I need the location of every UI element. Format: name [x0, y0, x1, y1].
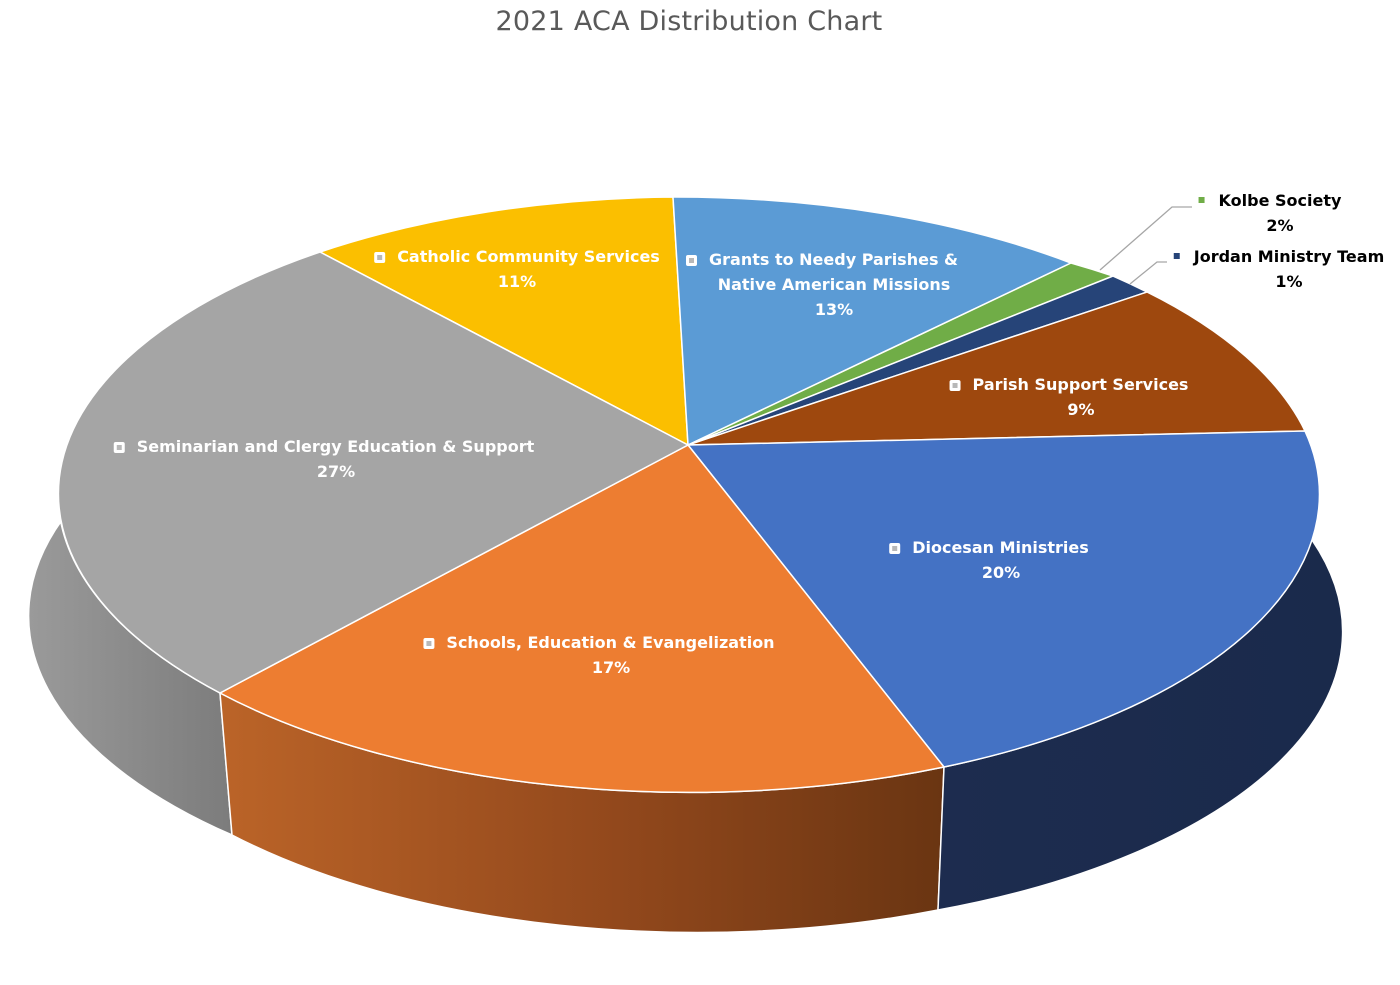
label-percent: 2% — [1266, 216, 1294, 235]
label-schools-education-evangelization: Schools, Education & Evangelization 17% — [423, 630, 775, 680]
legend-key-icon — [1198, 197, 1205, 203]
label-seminarian-clergy: Seminarian and Clergy Education & Suppor… — [113, 434, 535, 484]
legend-key-icon — [374, 252, 386, 263]
leader-line-jordan — [1129, 261, 1167, 285]
label-grants-needy-parishes: Grants to Needy Parishes & Native Americ… — [686, 247, 958, 322]
leader-line-kolbe — [1099, 206, 1192, 271]
legend-key-icon — [889, 543, 901, 554]
chart-title: 2021 ACA Distribution Chart — [495, 6, 883, 37]
label-percent: 9% — [1067, 400, 1095, 419]
legend-key-icon — [423, 638, 435, 649]
label-name-line2: Native American Missions — [717, 275, 951, 294]
label-name: Schools, Education & Evangelization — [446, 633, 775, 652]
label-catholic-community-services: Catholic Community Services 11% — [374, 244, 660, 294]
label-percent: 27% — [316, 462, 356, 481]
label-percent: 20% — [981, 563, 1021, 582]
slice-catholic-community-services[interactable] — [318, 196, 689, 447]
label-percent: 17% — [591, 658, 631, 677]
slice-grants-needy-parishes[interactable] — [672, 196, 1073, 447]
slice-schools-education-evangelization[interactable] — [218, 444, 946, 794]
label-parish-support-services: Parish Support Services 9% — [949, 372, 1189, 422]
label-diocesan-ministries: Diocesan Ministries 20% — [889, 535, 1089, 585]
label-percent: 13% — [814, 300, 854, 319]
slice-parish-support-services[interactable] — [687, 291, 1307, 446]
legend-key-icon — [949, 380, 961, 391]
legend-key-icon — [1173, 253, 1180, 259]
legend-key-icon — [113, 442, 125, 453]
label-kolbe-society: Kolbe Society 2% — [1198, 188, 1342, 238]
label-percent: 1% — [1275, 272, 1303, 291]
label-percent: 11% — [497, 272, 537, 291]
label-name: Diocesan Ministries — [912, 538, 1089, 557]
label-name-line1: Grants to Needy Parishes & — [709, 250, 958, 269]
slice-diocesan-ministries[interactable] — [686, 430, 1321, 768]
label-name: Seminarian and Clergy Education & Suppor… — [136, 437, 535, 456]
label-name: Jordan Ministry Team — [1193, 247, 1385, 266]
label-jordan-ministry-team: Jordan Ministry Team 1% — [1173, 244, 1385, 294]
label-name: Parish Support Services — [972, 375, 1189, 394]
slice-seminarian-clergy[interactable] — [57, 251, 690, 694]
label-name: Catholic Community Services — [397, 247, 660, 266]
label-name: Kolbe Society — [1218, 191, 1342, 210]
legend-key-icon — [686, 255, 697, 266]
